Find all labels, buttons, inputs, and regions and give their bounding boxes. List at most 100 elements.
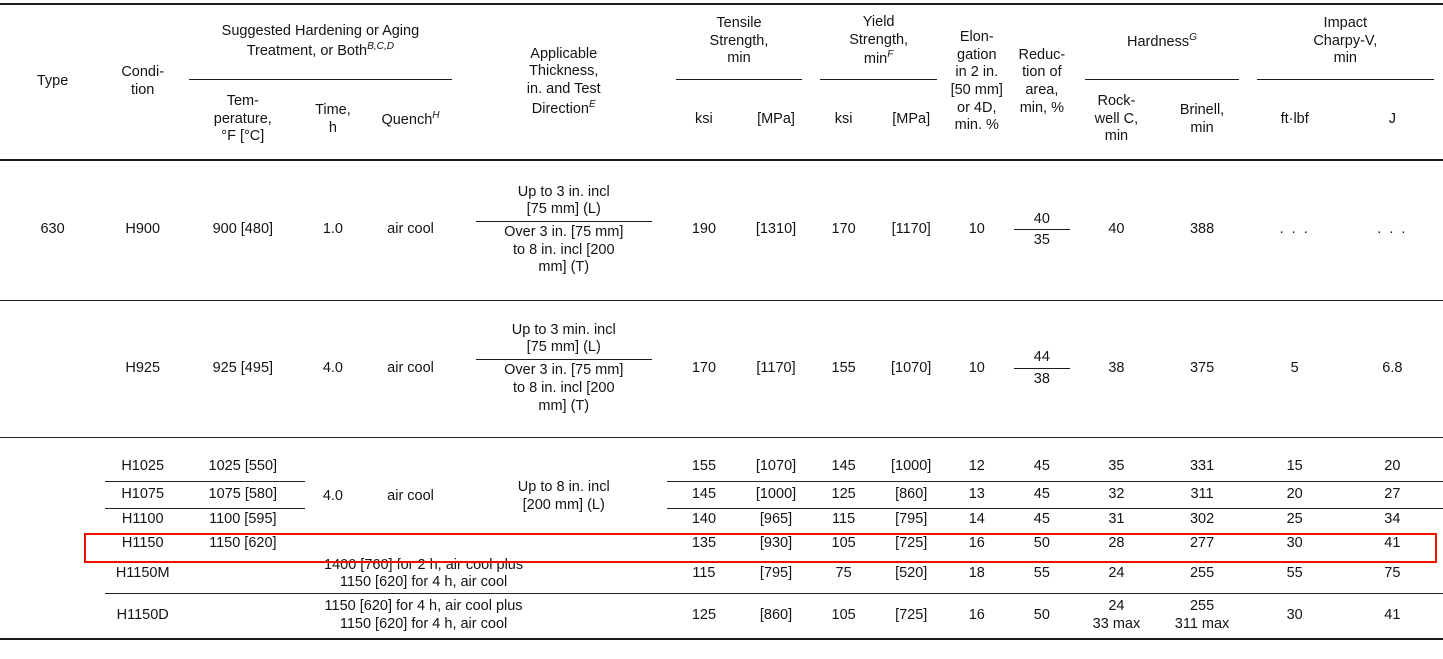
col-header-elongation: Elon- gation in 2 in. [50 mm] or 4D, min… (946, 4, 1008, 161)
cell-type: 630 (40, 221, 65, 238)
cell-quench: air cool (360, 299, 461, 437)
yield-footnote: F (887, 49, 894, 61)
cell-j: 41 (1384, 534, 1401, 551)
cell-condition: H1075 (105, 481, 181, 509)
thickness-footnote: E (588, 98, 596, 110)
col-header-reduction-label: Reduc- tion of area, min, % (1018, 46, 1066, 116)
cell-yield-ksi: 125 (811, 481, 877, 509)
cell-elongation: 16 (968, 606, 985, 623)
cell-thickness-shared: Up to 8 in. incl [200 mm] (L) (460, 436, 667, 556)
col-header-hardness-group: HardnessG (1076, 4, 1247, 80)
cell-reduction: 50 (1033, 606, 1050, 623)
cell-brinell: 255 311 max (1174, 598, 1230, 632)
cell-treatment: 1400 [760] for 2 h, air cool plus 1150 [… (180, 556, 667, 594)
cell-type (0, 299, 106, 437)
cell-yield-mpa: [860] (876, 481, 947, 509)
col-header-impact-group: Impact Charpy-V, min (1248, 4, 1443, 80)
cell-yield-mpa: [1000] (876, 436, 947, 482)
cell-tensile-mpa: [860] (759, 606, 793, 623)
cell-j: 20 (1341, 436, 1443, 482)
reduction-lower: 35 (1033, 232, 1050, 249)
hardening-aging-treatment-table: Type Condi- tion Suggested Hardening or … (0, 3, 1443, 640)
cell-type (0, 531, 105, 556)
cell-condition: H1150 (121, 534, 164, 551)
cell-tensile-ksi: 135 (691, 534, 717, 551)
cell-j: 6.8 (1341, 299, 1443, 437)
cell-type (0, 556, 105, 593)
table-row-h1150m: H1150M 1400 [760] for 2 h, air cool plus… (0, 556, 1443, 594)
cell-yield-ksi: 155 (811, 299, 877, 437)
cell-ftlbf: 30 (1286, 606, 1303, 623)
cell-brinell: 331 (1156, 436, 1248, 482)
cell-yield-mpa: [1170] (891, 221, 931, 238)
cell-condition: H925 (105, 299, 181, 437)
tensile-group-label: Tensile Strength, min (709, 14, 769, 67)
cell-time: 4.0 (305, 299, 361, 437)
cell-yield-mpa: [1070] (876, 299, 947, 437)
cell-tensile-ksi: 170 (666, 299, 741, 437)
col-header-j: J (1341, 80, 1443, 161)
col-header-elongation-label: Elon- gation in 2 in. [50 mm] or 4D, min… (950, 28, 1003, 134)
cell-type (0, 593, 105, 639)
table-row-h1150d: H1150D 1150 [620] for 4 h, air cool plus… (0, 593, 1443, 639)
cell-quench-shared: air cool (360, 436, 461, 556)
cell-tensile-ksi: 140 (691, 510, 717, 527)
cell-ftlbf: 30 (1286, 534, 1303, 551)
cell-ftlbf: 15 (1247, 436, 1342, 482)
cell-type (0, 508, 105, 531)
col-header-thickness: Applicable Thickness, in. and Test Direc… (460, 4, 667, 161)
cell-elongation: 10 (968, 221, 985, 238)
col-header-rockwell: Rock- well C, min (1076, 80, 1157, 161)
col-header-ftlbf: ft·lbf (1247, 80, 1342, 161)
table-row-h1025: H1025 1025 [550] 4.0 air cool Up to 8 in… (0, 436, 1443, 556)
cell-tensile-ksi: 155 (666, 436, 741, 482)
hardness-group-label: Hardness (1127, 33, 1190, 50)
cell-condition: H1150D (116, 606, 169, 623)
col-header-yield-mpa: [MPa] (876, 80, 947, 161)
cell-rockwell: 32 (1076, 481, 1157, 509)
cell-quench: air cool (387, 221, 434, 238)
cell-brinell: 375 (1156, 299, 1248, 437)
cell-yield-ksi: 145 (811, 436, 877, 482)
reduction-lower: 38 (1033, 370, 1050, 387)
cell-j: 75 (1341, 556, 1443, 594)
col-header-brinell-label: Brinell, min (1179, 101, 1225, 136)
cell-yield-ksi: 170 (831, 221, 856, 238)
cell-rockwell: 28 (1108, 534, 1125, 551)
cell-type (0, 481, 105, 508)
reduction-upper: 44 (1013, 349, 1070, 369)
cell-rockwell: 24 (1076, 556, 1157, 594)
cell-temperature: 925 [495] (180, 299, 306, 437)
cell-j: . . . (1377, 221, 1408, 238)
cell-elongation: 18 (946, 556, 1008, 594)
cell-tensile-mpa: [1000] (740, 481, 812, 509)
col-header-type: Type (0, 4, 106, 161)
cell-brinell: 302 (1189, 510, 1215, 527)
cell-tensile-mpa: [930] (759, 534, 793, 551)
col-header-reduction: Reduc- tion of area, min, % (1007, 4, 1077, 161)
cell-tensile-mpa: [1070] (740, 436, 812, 482)
cell-condition: H1100 (121, 510, 164, 527)
cell-reduction: 40 35 (1007, 160, 1076, 300)
cell-tensile-ksi: 145 (666, 481, 741, 509)
cell-ftlbf: . . . (1279, 221, 1310, 238)
cell-yield-ksi: 105 (831, 606, 856, 623)
cell-yield-mpa: [520] (876, 556, 947, 594)
cell-ftlbf: 5 (1247, 299, 1342, 437)
cell-j: 27 (1341, 481, 1443, 509)
cell-brinell: 277 (1189, 534, 1215, 551)
col-header-rockwell-label: Rock- well C, min (1094, 92, 1139, 145)
cell-thickness: Up to 3 in. incl [75 mm] (L) Over 3 in. … (461, 160, 667, 300)
quench-footnote: H (432, 109, 440, 121)
cell-tensile-ksi: 125 (691, 606, 717, 623)
cell-j: 41 (1384, 606, 1401, 623)
cell-elongation: 12 (946, 436, 1008, 482)
thickness-lower: Over 3 in. [75 mm] to 8 in. incl [200 mm… (504, 362, 624, 414)
cell-elongation: 13 (946, 481, 1008, 509)
table-row-h925: H925 925 [495] 4.0 air cool Up to 3 min.… (0, 299, 1443, 437)
cell-yield-mpa: [725] (895, 606, 928, 623)
cell-time-shared: 4.0 (305, 436, 361, 556)
col-header-type-label: Type (36, 73, 69, 90)
cell-condition: H900 (125, 221, 161, 238)
col-header-brinell: Brinell, min (1156, 80, 1248, 161)
